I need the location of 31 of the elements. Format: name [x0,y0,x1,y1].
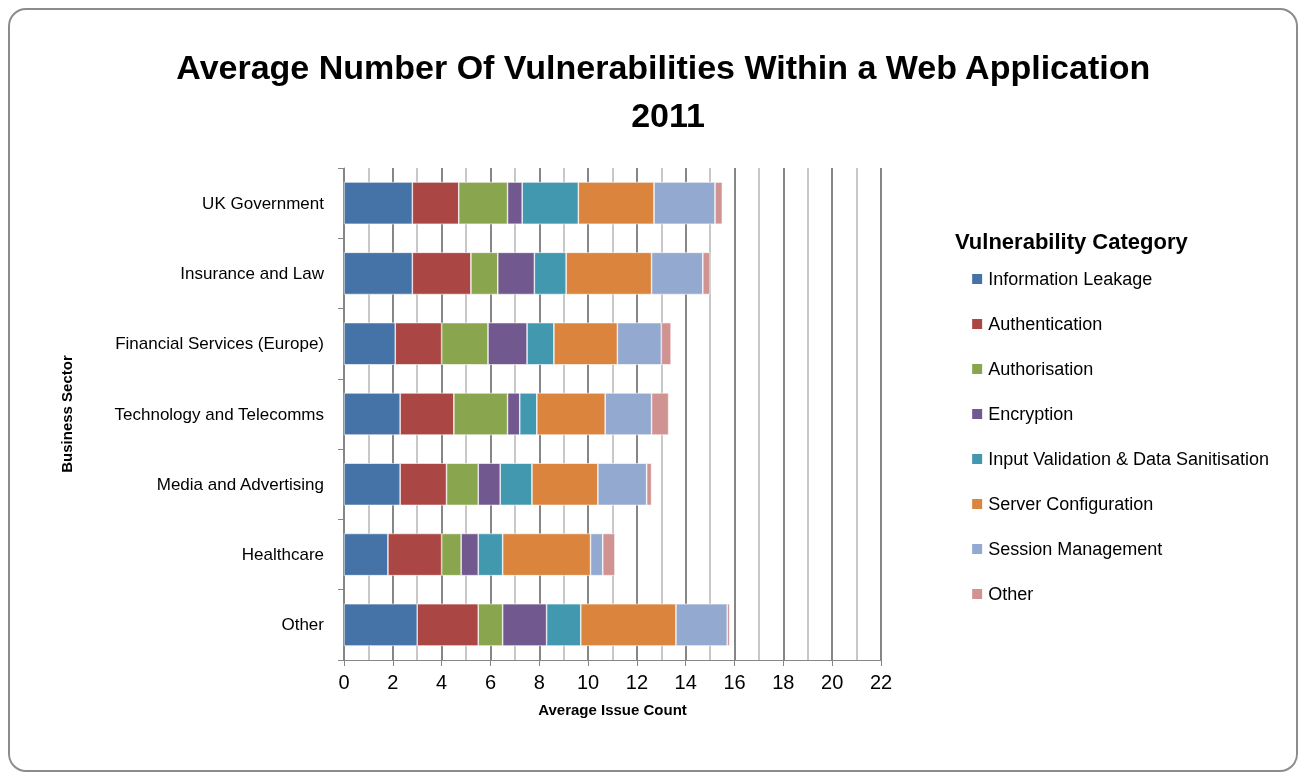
legend-label: Information Leakage [988,269,1153,289]
legend-label: Server Configuration [988,494,1154,514]
x-tick-label: 8 [533,671,545,693]
legend-label: Other [988,584,1034,604]
legend-label: Session Management [988,539,1163,559]
legend-label: Encryption [988,404,1074,424]
x-tick-label: 6 [484,671,497,693]
x-tick-label: 0 [338,671,350,693]
x-tick-label: 12 [625,671,649,693]
y-tick-label: UK Government [202,193,325,213]
y-tick-label: Healthcare [241,545,324,565]
y-tick-label: Technology and Telecomms [114,404,324,424]
y-tick-label: Financial Services (Europe) [115,334,324,354]
y-tick-label: Other [281,615,325,635]
x-tick-label: 10 [576,671,600,693]
legend-label: Authentication [988,314,1103,334]
legend-label: Input Validation & Data Sanitisation [988,449,1270,469]
x-tick-label: 18 [772,671,795,693]
x-tick-label: 16 [723,671,746,693]
x-tick-label: 22 [869,671,893,693]
y-tick-label: Insurance and Law [180,263,325,283]
x-tick-label: 14 [674,671,697,693]
x-tick-label: 20 [821,671,844,693]
legend-title: Vulnerability Category [955,228,1189,254]
legend-label: Authorisation [988,359,1094,379]
x-tick-label: 4 [436,671,448,693]
chart-title: Average Number Of Vulnerabilities Within a Web Application 2011 [176,48,1160,134]
x-axis-title: Average Issue Count [538,701,687,718]
x-tick-label: 2 [387,671,399,693]
y-tick-label: Media and Advertising [156,474,324,494]
y-axis-title: Business Sector [58,355,75,473]
